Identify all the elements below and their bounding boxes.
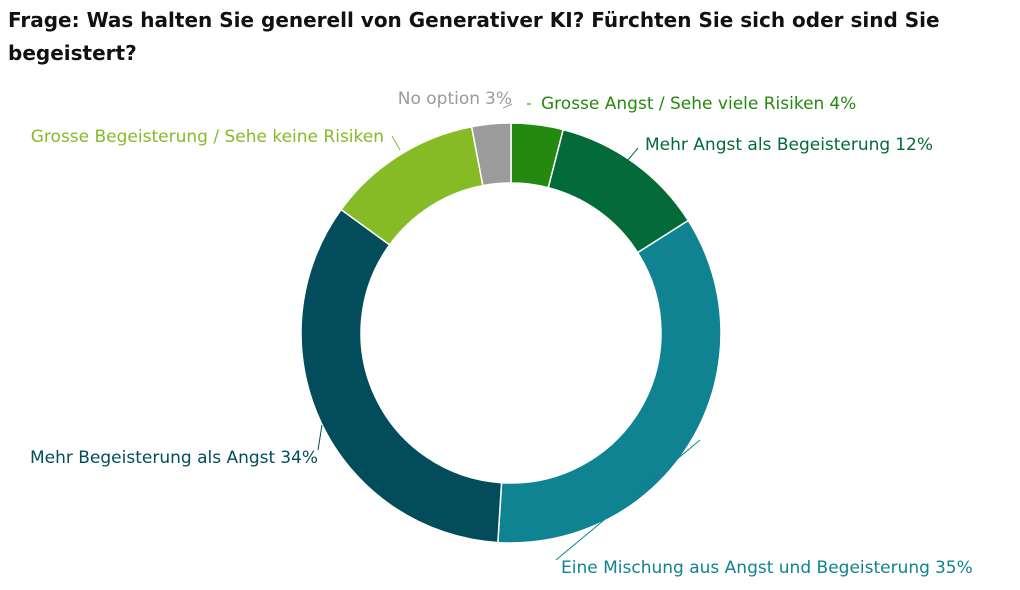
donut-segment [300, 208, 503, 544]
leader-line [627, 147, 639, 161]
label-value: 4% [829, 94, 856, 114]
donut-segment [470, 122, 512, 187]
donut-segment [497, 219, 722, 544]
data-label: Eine Mischung aus Angst und Begeisterung… [561, 558, 973, 578]
leader-line [391, 135, 401, 151]
label-value: 34% [280, 448, 318, 468]
label-category: Grosse Begeisterung / Sehe keine Risiken [31, 127, 384, 147]
label-value: 3% [485, 89, 512, 109]
data-label: Mehr Begeisterung als Angst 34% [30, 448, 318, 468]
label-category: Mehr Angst als Begeisterung [645, 135, 890, 155]
label-value: 35% [935, 558, 973, 578]
chart-title: Frage: Was halten Sie generell von Gener… [8, 8, 940, 65]
label-category: Grosse Angst / Sehe viele Risiken [541, 94, 824, 114]
label-category: Mehr Begeisterung als Angst [30, 448, 276, 468]
label-category: No option [398, 89, 480, 109]
data-label: Mehr Angst als Begeisterung 12% [645, 135, 933, 155]
data-label: No option 3% [398, 89, 512, 109]
label-value: 12% [895, 135, 933, 155]
label-category: Eine Mischung aus Angst und Begeisterung [561, 558, 930, 578]
leader-line [317, 424, 323, 451]
data-label: Grosse Begeisterung / Sehe keine Risiken [31, 127, 384, 147]
leader-line [555, 439, 701, 561]
data-label: Grosse Angst / Sehe viele Risiken 4% [541, 94, 856, 114]
leader-line [502, 103, 513, 109]
